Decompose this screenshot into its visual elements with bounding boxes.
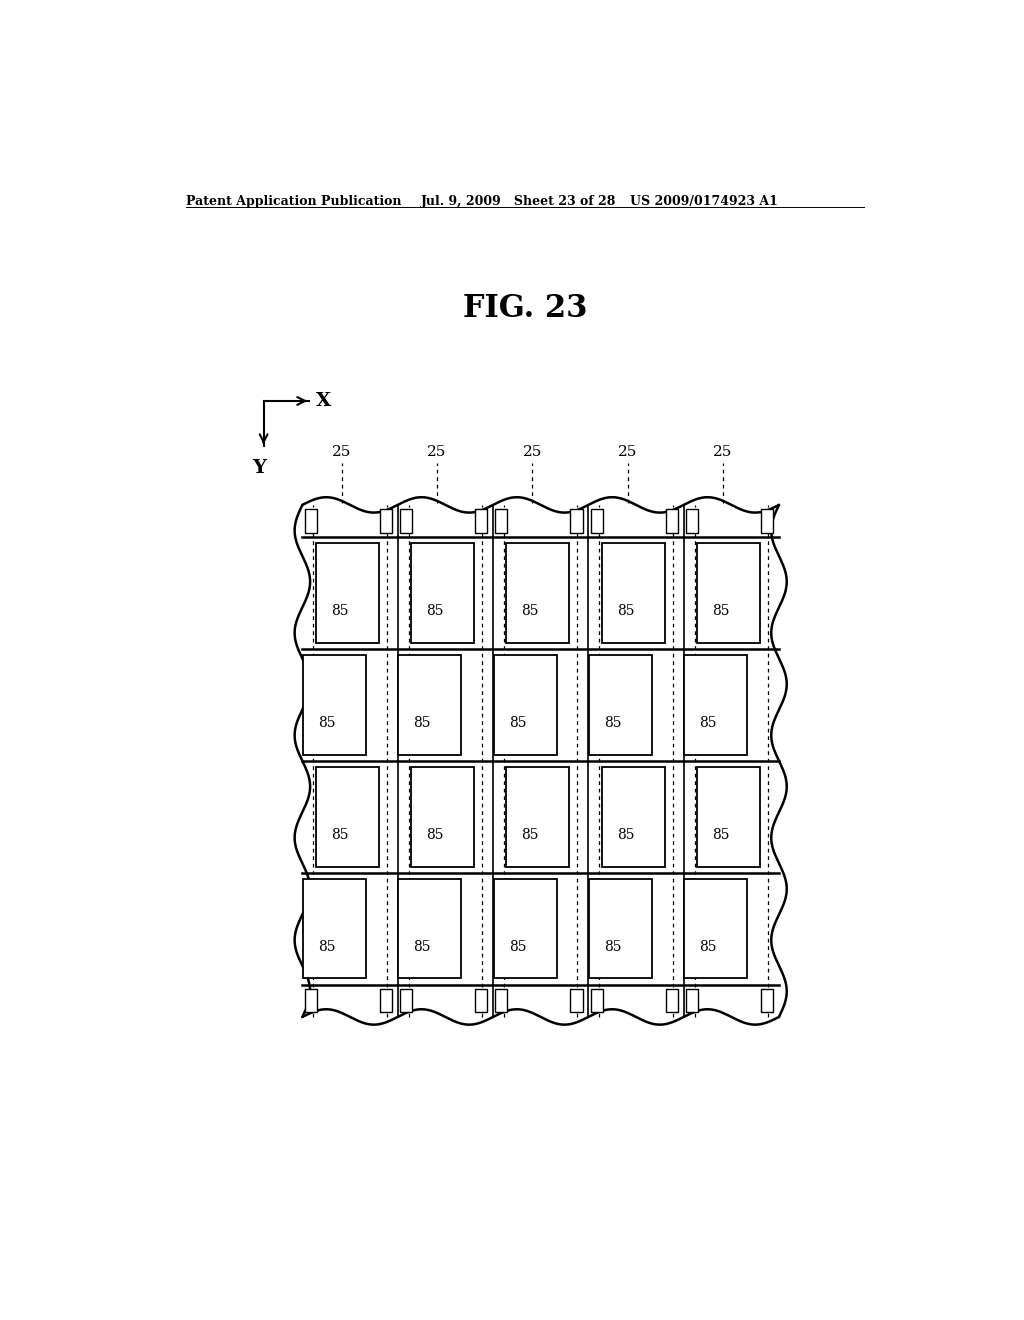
Bar	[475, 989, 487, 1012]
Text: 85: 85	[426, 605, 443, 618]
Text: Y: Y	[252, 459, 266, 478]
Bar	[697, 544, 760, 643]
Text: 85: 85	[712, 828, 730, 842]
Bar	[666, 989, 678, 1012]
Bar	[305, 989, 316, 1012]
Text: 85: 85	[604, 940, 622, 953]
Bar	[380, 989, 392, 1012]
Bar	[398, 655, 462, 755]
Bar	[761, 510, 773, 533]
Bar	[591, 989, 603, 1012]
Bar	[303, 655, 366, 755]
Bar	[589, 879, 652, 978]
Text: 85: 85	[414, 940, 431, 953]
Text: 85: 85	[509, 715, 526, 730]
Bar	[602, 544, 665, 643]
Bar	[570, 989, 583, 1012]
Bar	[380, 510, 392, 533]
Text: 25: 25	[522, 445, 542, 459]
Text: 25: 25	[332, 445, 351, 459]
Bar	[507, 767, 569, 867]
Bar	[496, 989, 508, 1012]
Text: FIG. 23: FIG. 23	[463, 293, 587, 325]
Bar	[602, 767, 665, 867]
Text: 85: 85	[318, 940, 336, 953]
Bar	[475, 510, 487, 533]
Text: 85: 85	[699, 715, 717, 730]
Bar	[411, 767, 474, 867]
Bar	[591, 510, 603, 533]
Bar	[697, 767, 760, 867]
Text: 25: 25	[714, 445, 732, 459]
Text: 85: 85	[331, 828, 348, 842]
Bar	[507, 544, 569, 643]
Bar	[589, 655, 652, 755]
Text: 85: 85	[318, 715, 336, 730]
Bar	[570, 510, 583, 533]
Bar	[684, 879, 748, 978]
Bar	[398, 879, 462, 978]
Text: 85: 85	[616, 828, 634, 842]
Text: 85: 85	[604, 715, 622, 730]
Bar	[666, 510, 678, 533]
Bar	[494, 879, 557, 978]
Text: 85: 85	[521, 605, 539, 618]
Text: Patent Application Publication: Patent Application Publication	[186, 195, 401, 209]
Text: 85: 85	[426, 828, 443, 842]
Bar	[684, 655, 748, 755]
Bar	[761, 989, 773, 1012]
Text: X: X	[316, 392, 332, 411]
Text: 85: 85	[414, 715, 431, 730]
Bar	[400, 989, 412, 1012]
Bar	[494, 655, 557, 755]
Bar	[315, 544, 379, 643]
Text: 85: 85	[521, 828, 539, 842]
Bar	[496, 510, 508, 533]
Text: 85: 85	[509, 940, 526, 953]
Bar	[411, 544, 474, 643]
Text: US 2009/0174923 A1: US 2009/0174923 A1	[630, 195, 778, 209]
Text: 85: 85	[712, 605, 730, 618]
Text: 85: 85	[699, 940, 717, 953]
Bar	[400, 510, 412, 533]
Text: 25: 25	[427, 445, 446, 459]
Text: 85: 85	[616, 605, 634, 618]
Bar	[303, 879, 366, 978]
Text: 25: 25	[617, 445, 637, 459]
Text: Jul. 9, 2009   Sheet 23 of 28: Jul. 9, 2009 Sheet 23 of 28	[421, 195, 616, 209]
Bar	[686, 989, 698, 1012]
Bar	[305, 510, 316, 533]
Bar	[315, 767, 379, 867]
Text: 85: 85	[331, 605, 348, 618]
Bar	[686, 510, 698, 533]
